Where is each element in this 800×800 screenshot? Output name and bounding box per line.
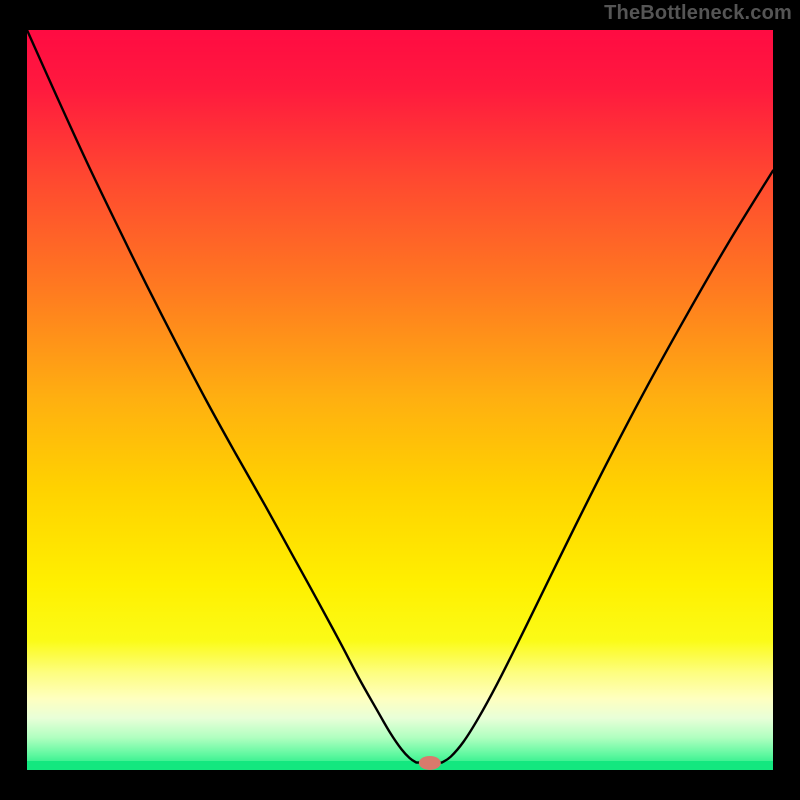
chart-container: TheBottleneck.com (0, 0, 800, 800)
optimal-marker (419, 756, 441, 770)
bottleneck-chart (0, 0, 800, 800)
bottom-strip (27, 761, 773, 770)
gradient-lower-band (27, 641, 773, 771)
